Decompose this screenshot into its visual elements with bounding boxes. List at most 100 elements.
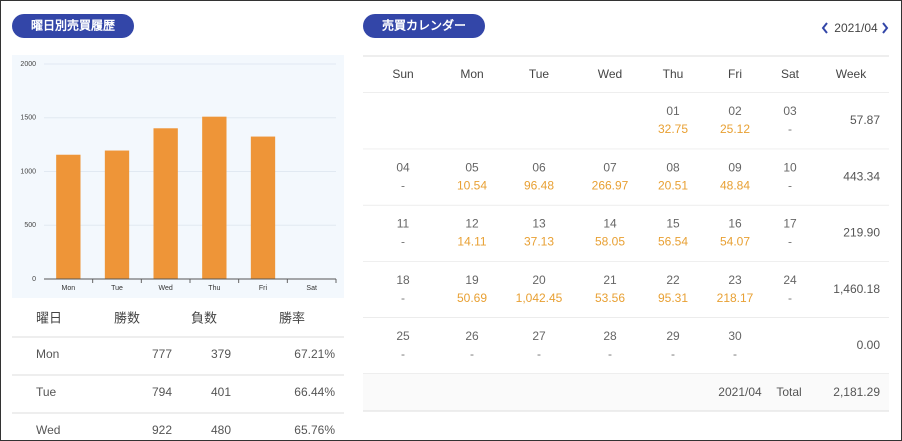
table-cell: 66.44% — [294, 385, 335, 399]
day-value: - — [537, 347, 541, 361]
y-tick-label: 500 — [24, 222, 36, 229]
next-month[interactable] — [882, 22, 889, 34]
day-value: - — [671, 347, 675, 361]
day-number: 09 — [728, 160, 742, 174]
bar — [104, 150, 130, 279]
day-number: 17 — [783, 217, 797, 231]
day-value: - — [788, 291, 792, 305]
table-cell: 67.21% — [294, 347, 335, 361]
day-number: 21 — [603, 273, 617, 287]
day-value: 53.56 — [595, 291, 625, 305]
day-value: 58.05 — [595, 235, 625, 249]
day-number: 01 — [666, 104, 680, 118]
title-pill — [363, 14, 485, 38]
day-number: 06 — [532, 160, 546, 174]
week-total: 0.00 — [857, 338, 881, 352]
table-cell: 922 — [152, 423, 172, 437]
day-value: 218.17 — [717, 291, 754, 305]
day-value: 1,042.45 — [516, 291, 563, 305]
bar — [153, 128, 178, 279]
day-number: 22 — [666, 273, 680, 287]
day-number: 14 — [603, 217, 617, 231]
day-value: 32.75 — [658, 122, 688, 136]
day-value: - — [401, 178, 405, 192]
day-number: 30 — [728, 329, 742, 343]
y-tick-label: 1500 — [20, 115, 36, 122]
footer-month: 2021/04 — [718, 385, 762, 399]
table-header: 負数 — [191, 310, 217, 325]
table-cell: 379 — [211, 347, 231, 361]
calendar-header: Wed — [598, 67, 622, 81]
day-value: 14.11 — [457, 235, 486, 249]
table-cell: 480 — [211, 423, 231, 437]
table-cell: Mon — [36, 347, 59, 361]
calendar-header: Sat — [781, 67, 800, 81]
day-number: 05 — [465, 160, 479, 174]
table-cell: Wed — [36, 423, 60, 437]
calendar-header: Week — [836, 67, 867, 81]
day-number: 24 — [783, 273, 797, 287]
prev-month[interactable] — [821, 22, 828, 34]
table-cell: 794 — [152, 385, 172, 399]
day-number: 07 — [603, 160, 617, 174]
bar — [202, 116, 227, 279]
day-number: 29 — [666, 329, 680, 343]
x-tick-label: Fri — [259, 285, 268, 292]
title-pill — [12, 14, 134, 38]
week-row — [363, 317, 889, 374]
table-cell: 401 — [211, 385, 231, 399]
week-row — [363, 93, 889, 150]
day-value: - — [788, 235, 792, 249]
week-total: 443.34 — [843, 169, 880, 183]
panel-title: 曜日別売買履歴 — [31, 18, 115, 33]
footer-total: 2,181.29 — [833, 385, 880, 399]
calendar-header: Sun — [392, 67, 413, 81]
day-number: 18 — [396, 273, 410, 287]
day-number: 11 — [397, 217, 410, 231]
x-tick-label: Mon — [62, 285, 76, 292]
day-value: 48.84 — [720, 178, 750, 192]
y-tick-label: 0 — [32, 276, 36, 283]
day-number: 12 — [465, 217, 479, 231]
day-number: 19 — [465, 273, 479, 287]
calendar-header: Tue — [529, 67, 550, 81]
y-tick-label: 2000 — [20, 61, 36, 68]
x-tick-label: Sat — [306, 285, 317, 292]
footer-row — [363, 374, 889, 411]
day-value: 95.31 — [658, 291, 688, 305]
day-number: 02 — [728, 104, 742, 118]
day-number: 23 — [728, 273, 742, 287]
day-number: 15 — [666, 217, 680, 231]
table-header: 曜日 — [36, 310, 62, 325]
current-month: 2021/04 — [834, 21, 878, 35]
day-value: 56.54 — [658, 235, 688, 249]
y-tick-label: 1000 — [20, 168, 36, 175]
week-row — [363, 261, 889, 318]
day-value: - — [401, 291, 405, 305]
day-value: - — [470, 347, 474, 361]
day-value: 20.51 — [658, 178, 688, 192]
table-cell: 65.76% — [294, 423, 335, 437]
day-value: 266.97 — [592, 178, 629, 192]
day-number: 08 — [666, 160, 680, 174]
day-number: 25 — [396, 329, 410, 343]
week-row — [363, 149, 889, 206]
day-number: 20 — [532, 273, 546, 287]
day-value: - — [733, 347, 737, 361]
day-number: 04 — [396, 160, 410, 174]
bar — [56, 154, 81, 279]
calendar-header: Mon — [460, 67, 483, 81]
day-value: - — [401, 235, 405, 249]
day-value: 54.07 — [720, 235, 750, 249]
day-number: 27 — [532, 329, 546, 343]
day-value: - — [401, 347, 405, 361]
table-cell: Tue — [36, 385, 57, 399]
day-value: - — [788, 122, 792, 136]
day-value: 96.48 — [524, 178, 554, 192]
table-header: 勝率 — [279, 310, 305, 325]
day-number: 10 — [783, 160, 797, 174]
x-tick-label: Wed — [159, 285, 173, 292]
week-total: 57.87 — [850, 113, 880, 127]
week-row — [363, 205, 889, 262]
